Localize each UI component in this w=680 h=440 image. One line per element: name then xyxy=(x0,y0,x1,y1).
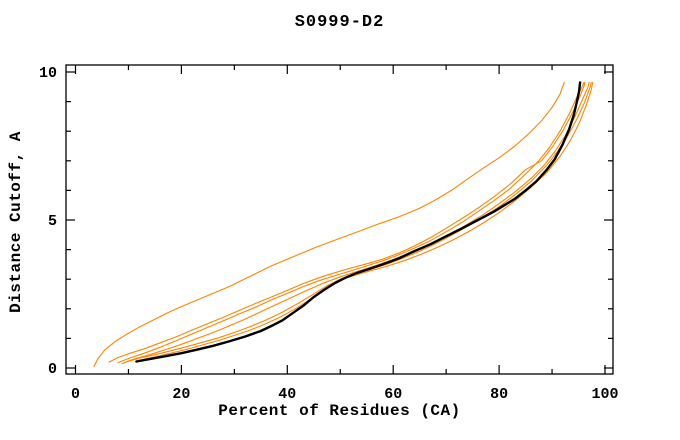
plot-frame xyxy=(65,64,614,375)
y-tick-label: 5 xyxy=(48,213,57,230)
y-axis-label: Distance Cutoff, A xyxy=(7,131,25,313)
x-tick-label: 80 xyxy=(490,386,508,403)
series-orange-model-1 xyxy=(93,81,565,368)
series-orange-model-6 xyxy=(137,81,594,362)
x-tick-label: 60 xyxy=(384,386,402,403)
x-tick-label: 100 xyxy=(591,386,618,403)
y-tick-labels: 0 5 10 xyxy=(39,65,57,378)
y-tick-label: 0 xyxy=(48,361,57,378)
series-orange-model-3 xyxy=(117,81,585,364)
y-tick-label: 10 xyxy=(39,65,57,82)
axis-ticks xyxy=(66,65,613,374)
x-tick-label: 0 xyxy=(71,386,80,403)
chart-title: S0999-D2 xyxy=(294,13,385,32)
x-axis-label: Percent of Residues (CA) xyxy=(218,402,461,420)
x-tick-label: 20 xyxy=(172,386,190,403)
series-black-reference-curve xyxy=(135,81,582,363)
x-tick-label: 40 xyxy=(278,386,296,403)
series-orange-model-2 xyxy=(108,81,586,363)
series-orange-model-5 xyxy=(125,81,592,363)
x-tick-labels: 0 20 40 60 80 100 xyxy=(71,386,619,403)
series-orange-model-4 xyxy=(121,81,590,365)
